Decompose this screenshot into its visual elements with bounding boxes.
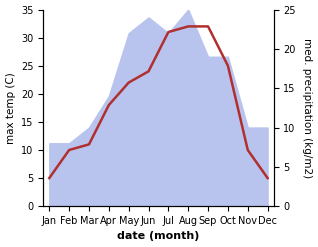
Y-axis label: med. precipitation (kg/m2): med. precipitation (kg/m2)	[302, 38, 313, 178]
Y-axis label: max temp (C): max temp (C)	[5, 72, 16, 144]
X-axis label: date (month): date (month)	[117, 231, 200, 242]
